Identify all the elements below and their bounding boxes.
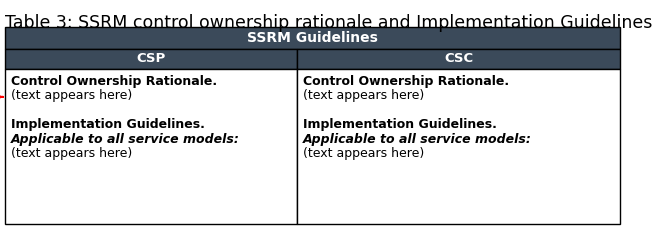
Text: SSRM Guidelines: SSRM Guidelines [247,31,378,45]
Text: (text appears here): (text appears here) [303,89,424,102]
Text: (text appears here): (text appears here) [303,147,424,160]
Text: Applicable to all service models:: Applicable to all service models: [303,133,532,146]
Bar [297,69,620,224]
Text: CSP: CSP [136,52,166,65]
Text: Applicable to all service models:: Applicable to all service models: [11,133,240,146]
Bar [297,49,620,69]
Bar [5,69,297,224]
Text: CSC: CSC [444,52,473,65]
Text: (text appears here): (text appears here) [11,147,132,160]
Text: Implementation Guidelines.: Implementation Guidelines. [303,118,497,131]
Text: Control Ownership Rationale.: Control Ownership Rationale. [303,75,509,88]
Text: (text appears here): (text appears here) [11,89,132,102]
Text: Implementation Guidelines.: Implementation Guidelines. [11,118,205,131]
Text: Control Ownership Rationale.: Control Ownership Rationale. [11,75,217,88]
Text: Table 3: SSRM control ownership rationale and Implementation Guidelines: Table 3: SSRM control ownership rational… [5,14,653,32]
Bar [5,27,620,49]
Bar [5,49,297,69]
